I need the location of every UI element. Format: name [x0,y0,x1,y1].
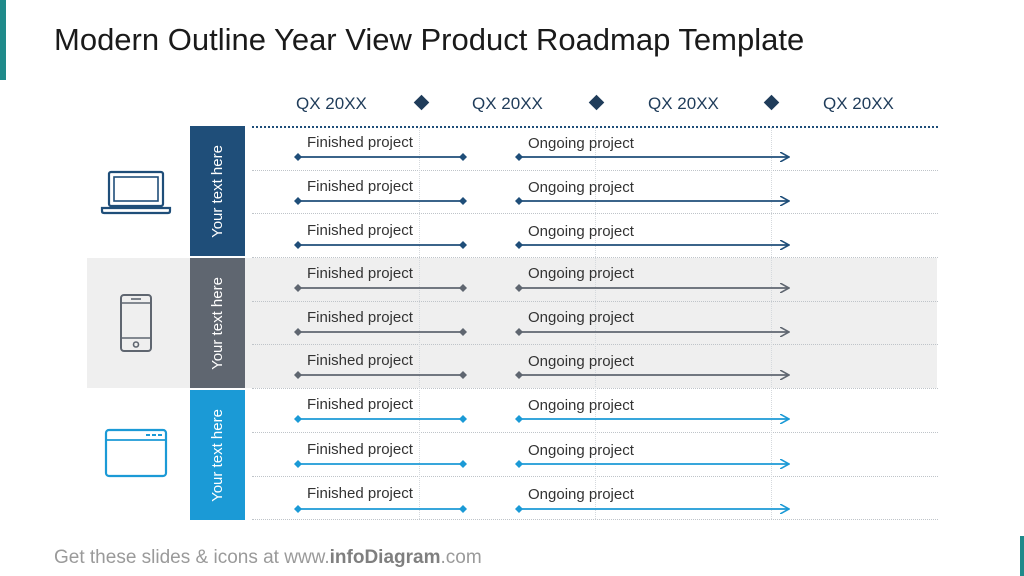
footer-credit: Get these slides & icons at www.infoDiag… [54,547,482,569]
finished-start-marker [294,241,302,249]
quarter-label-1: QX 20XX [296,94,367,113]
footer-prefix: Get these slides & icons at www. [54,547,330,568]
ongoing-start-marker [515,505,523,513]
ongoing-project-label: Ongoing project [528,265,634,282]
finished-end-marker [459,284,467,292]
finished-project-label: Finished project [307,309,413,326]
ongoing-project-label: Ongoing project [528,442,634,459]
ongoing-project-label: Ongoing project [528,486,634,503]
finished-start-marker [294,197,302,205]
finished-project-label: Finished project [307,265,413,282]
finished-project-label: Finished project [307,441,413,458]
ongoing-start-marker [515,241,523,249]
finished-start-marker [294,505,302,513]
ongoing-project-label: Ongoing project [528,135,634,152]
finished-start-marker [294,328,302,336]
ongoing-start-marker [515,153,523,161]
ongoing-project-label: Ongoing project [528,179,634,196]
ongoing-project-label: Ongoing project [528,309,634,326]
finished-project-label: Finished project [307,222,413,239]
ongoing-start-marker [515,197,523,205]
accent-bar-left [0,0,6,80]
finished-start-marker [294,460,302,468]
group-tab-2: Your text here [190,258,245,388]
quarter-gridline [419,127,420,519]
finished-end-marker [459,460,467,468]
finished-end-marker [459,241,467,249]
slide-title: Modern Outline Year View Product Roadmap… [54,22,805,57]
quarter-gridline [771,127,772,519]
finished-end-marker [459,197,467,205]
ongoing-project-label: Ongoing project [528,397,634,414]
quarter-label-2: QX 20XX [472,94,543,113]
finished-project-label: Finished project [307,352,413,369]
finished-project-label: Finished project [307,485,413,502]
finished-end-marker [459,371,467,379]
laptop-icon [100,170,172,215]
finished-end-marker [459,328,467,336]
smartphone-icon [120,294,152,352]
ongoing-start-marker [515,415,523,423]
finished-project-label: Finished project [307,178,413,195]
ongoing-project-label: Ongoing project [528,353,634,370]
row-divider [252,519,938,520]
ongoing-start-marker [515,284,523,292]
group-tab-3: Your text here [190,390,245,520]
finished-end-marker [459,153,467,161]
footer-suffix: .com [440,547,482,568]
ongoing-start-marker [515,460,523,468]
finished-end-marker [459,415,467,423]
finished-project-label: Finished project [307,134,413,151]
footer-brand: infoDiagram [329,547,441,568]
quarter-label-4: QX 20XX [823,94,894,113]
browser-window-icon [104,428,168,478]
quarter-gridline [595,127,596,519]
ongoing-start-marker [515,328,523,336]
finished-project-label: Finished project [307,396,413,413]
group-tab-1: Your text here [190,126,245,256]
quarter-label-3: QX 20XX [648,94,719,113]
finished-start-marker [294,371,302,379]
ongoing-start-marker [515,371,523,379]
accent-bar-right [1020,536,1024,576]
finished-end-marker [459,505,467,513]
finished-start-marker [294,284,302,292]
finished-start-marker [294,153,302,161]
ongoing-project-label: Ongoing project [528,223,634,240]
finished-start-marker [294,415,302,423]
